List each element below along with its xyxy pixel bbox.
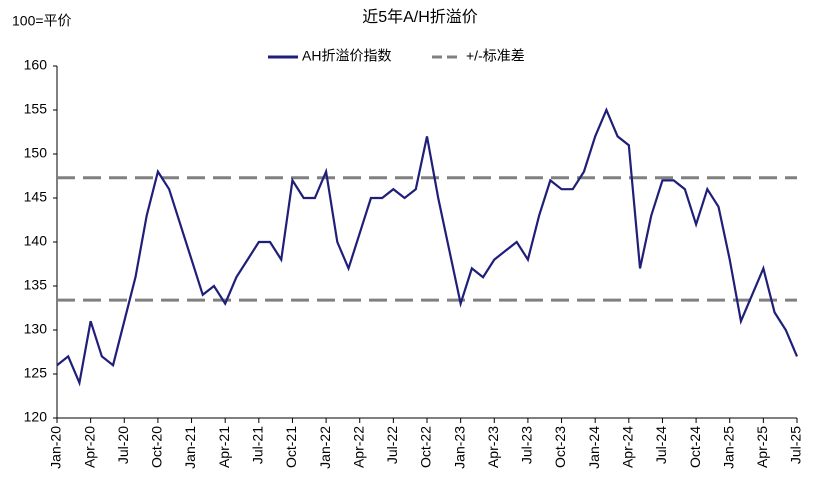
x-tick-label: Apr-21 [216,426,232,468]
x-tick-label: Apr-23 [485,426,501,468]
x-tick-label: Apr-20 [81,426,97,468]
x-tick-label: Oct-20 [149,426,165,468]
x-tick-label: Apr-24 [620,426,636,468]
y-tick-label: 120 [24,409,48,425]
x-tick-label: Jul-20 [115,426,131,464]
x-tick-label: Jul-22 [384,426,400,464]
x-tick-label: Jan-22 [317,426,333,469]
x-tick-label: Jan-21 [182,426,198,469]
legend-label: AH折溢价指数 [302,48,391,64]
x-tick-label: Jul-23 [519,426,535,464]
y-tick-label: 150 [24,145,48,161]
x-tick-label: Oct-22 [418,426,434,468]
line-series [56,107,799,387]
y-tick-label: 160 [24,57,48,73]
x-tick-label: Jan-23 [451,426,467,469]
x-tick-label: Jan-25 [720,426,736,469]
x-tick-label: Oct-24 [687,426,703,468]
x-tick-label: Jul-24 [653,426,669,464]
y-tick-label: 145 [24,189,48,205]
x-tick-label: Jan-24 [586,426,602,469]
y-tick-label: 125 [24,365,48,381]
y-tick-label: 135 [24,277,48,293]
y-tick-label: 140 [24,233,48,249]
x-tick-label: Oct-23 [552,426,568,468]
x-tick-label: Jul-21 [250,426,266,464]
y-axis-label: 100=平价 [12,13,72,29]
x-tick-label: Apr-25 [754,426,770,468]
x-tick-label: Jul-25 [788,426,804,464]
chart-title: 近5年A/H折溢价 [362,8,478,26]
y-tick-label: 130 [24,321,48,337]
x-tick-label: Jan-20 [48,426,64,469]
x-tick-label: Oct-21 [283,426,299,468]
y-tick-label: 155 [24,101,48,117]
legend-label: +/-标准差 [466,48,525,64]
x-tick-label: Apr-22 [350,426,366,468]
